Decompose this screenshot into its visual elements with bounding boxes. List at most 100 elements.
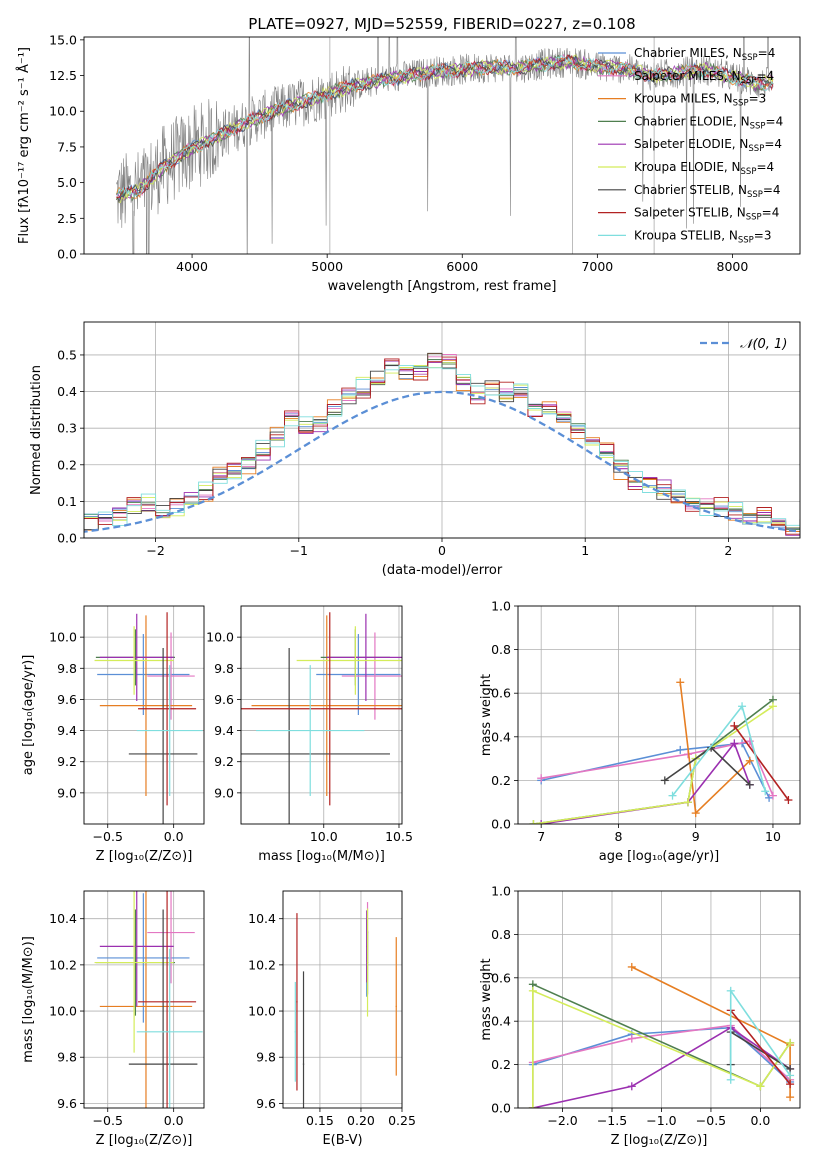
plot-area	[518, 605, 800, 825]
tick-label-x: 2	[724, 543, 732, 558]
residual-histogram	[84, 358, 800, 536]
tick-label-y: 9.4	[214, 723, 234, 738]
tick-label-x: −0.5	[696, 1113, 726, 1128]
weight-vs-age-panel: 7 8 9 10 0.0 0.2 0.4 0.6 0.8 1.0 age [log₁₀(age/yr…	[479, 599, 801, 864]
tick-label-y: 9.8	[57, 1050, 77, 1065]
axes-frame	[240, 605, 403, 825]
legend: Chabrier MILES, NSSP=4 Salpeter MILES, NS…	[598, 46, 783, 245]
tick-label-y: 0.0	[57, 531, 77, 546]
tick-label-y: 9.4	[57, 723, 77, 738]
axes-frame	[517, 890, 801, 1109]
tick-label-y: 9.0	[214, 785, 234, 800]
axes: 10.0 10.5 9.0 9.2 9.4 9.6 9.8 10.0 mass [log₁₀(M…	[206, 605, 413, 864]
tick-label-y: 0.0	[491, 1101, 511, 1116]
tick-label-x: −1.5	[597, 1113, 627, 1128]
tick-label-y: 10.0	[49, 104, 77, 119]
model-spectrum-line	[116, 55, 774, 198]
axes-frame	[83, 36, 801, 255]
tick-label-x: −0.5	[93, 1113, 123, 1128]
tick-label-x: 10	[765, 829, 781, 844]
axes: 0.15 0.20 0.25 9.6 9.8 10.0 10.2 10.4 E(B-V)	[248, 890, 416, 1148]
tick-label-x: 0.20	[347, 1113, 375, 1128]
legend-entry: Chabrier STELIB, NSSP=4	[634, 183, 781, 200]
residual-histogram-panel: −2 −1 0 1 2 0.0 0.1 0.2 0.3 0.4 0.5 (data-model)/er…	[29, 321, 801, 578]
tick-label-x: 8	[614, 829, 622, 844]
grid	[518, 605, 800, 825]
tick-label-y: 9.2	[57, 754, 77, 769]
model-spectrum-line	[116, 54, 774, 199]
tick-label-x: 8000	[717, 259, 749, 274]
tick-label-y: 0.4	[491, 1014, 511, 1029]
tick-label-x: −0.5	[93, 829, 123, 844]
tick-label-y: 0.4	[491, 729, 511, 744]
tick-label-x: 0.25	[388, 1113, 416, 1128]
spectrum-panel: 4000 5000 6000 7000 8000 0.0 2.5 5.0 7.5 10.0 12.5…	[16, 15, 801, 294]
x-axis-label: mass [log₁₀(M/M⊙)]	[258, 849, 385, 864]
legend-entry: Salpeter STELIB, NSSP=4	[634, 206, 779, 223]
x-axis-label: E(B-V)	[322, 1133, 362, 1148]
axes: −2.0 −1.5 −1.0 −0.5 0.0 0.0 0.2 0.4 0.6 0.8 1.0 Z […	[479, 884, 801, 1148]
tick-label-y: 0.4	[57, 384, 77, 399]
plot-area	[84, 322, 800, 539]
data-layer	[115, 37, 774, 254]
tick-label-y: 9.6	[57, 692, 77, 707]
legend-entry: Salpeter ELODIE, NSSP=4	[634, 137, 782, 154]
plot-area	[115, 37, 774, 254]
y-axis-label: mass weight	[479, 674, 494, 756]
tick-label-y: 10.4	[49, 911, 77, 926]
tick-label-y: 0.8	[491, 642, 511, 657]
tick-label-y: 12.5	[49, 68, 77, 83]
ssp-weight-line	[671, 704, 766, 797]
ssp-weight-line	[532, 1026, 791, 1083]
tick-label-y: 9.6	[57, 1096, 77, 1111]
residual-histogram	[84, 353, 800, 532]
y-axis-label: Normed distribution	[29, 365, 44, 495]
tick-label-y: 7.5	[57, 139, 77, 154]
tick-label-x: 0.0	[164, 1113, 184, 1128]
tick-label-x: −1.0	[646, 1113, 676, 1128]
x-axis-label: Z [log₁₀(Z/Z⊙)]	[611, 1133, 708, 1148]
legend-entry: Kroupa STELIB, NSSP=3	[634, 228, 772, 245]
tick-label-y: 9.8	[256, 1050, 276, 1065]
tick-label-y: 1.0	[491, 884, 511, 899]
tick-label-y: 0.2	[57, 457, 77, 472]
tick-label-y: 15.0	[49, 32, 77, 47]
tick-label-y: 0.3	[57, 421, 77, 436]
mass-vs-metallicity-panel: −0.5 0.0 9.6 9.8 10.0 10.2 10.4 Z [log₁₀(Z/Z⊙)]…	[21, 890, 205, 1148]
grid	[241, 606, 402, 824]
age-vs-metallicity-panel: −0.5 0.0 9.0 9.2 9.4 9.6 9.8 10.0 Z [log₁₀(Z/Z⊙)…	[21, 605, 205, 864]
tick-label-y: 10.2	[49, 957, 77, 972]
mass-vs-ebv-panel: 0.15 0.20 0.25 9.6 9.8 10.0 10.2 10.4 E(B-V)	[248, 890, 416, 1148]
grid	[84, 606, 204, 824]
tick-label-y: 2.5	[57, 211, 77, 226]
axes-frame	[83, 890, 205, 1109]
axes: −0.5 0.0 9.6 9.8 10.0 10.2 10.4 Z [log₁₀(Z/Z⊙)]…	[21, 890, 205, 1148]
ssp-weight-line	[533, 705, 774, 824]
y-axis-label: mass weight	[479, 958, 494, 1040]
age-vs-mass-panel: 10.0 10.5 9.0 9.2 9.4 9.6 9.8 10.0 mass [log₁₀(M…	[206, 605, 413, 864]
tick-label-x: 10.5	[385, 829, 413, 844]
tick-label-y: 9.0	[57, 785, 77, 800]
tick-label-x: 1	[581, 543, 589, 558]
tick-label-y: 0.5	[57, 347, 77, 362]
tick-label-y: 10.0	[248, 1004, 276, 1019]
axes-frame	[517, 605, 801, 825]
plot-area	[518, 890, 800, 1109]
plot-area	[84, 891, 204, 1108]
tick-label-y: 9.2	[214, 754, 234, 769]
plot-area	[241, 606, 402, 824]
residual-histogram	[84, 356, 800, 535]
legend-entry: 𝒩(0, 1)	[740, 337, 787, 352]
tick-label-y: 10.2	[248, 957, 276, 972]
data-layer	[241, 612, 402, 824]
tick-label-y: 10.0	[49, 630, 77, 645]
x-axis-label: age [log₁₀(age/yr)]	[599, 849, 720, 864]
tick-label-x: 0	[438, 543, 446, 558]
legend: 𝒩(0, 1)	[700, 337, 787, 352]
tick-label-y: 0.2	[491, 1057, 511, 1072]
tick-label-x: 0.0	[750, 1113, 770, 1128]
data-layer	[528, 962, 795, 1108]
tick-label-x: −2.0	[547, 1113, 577, 1128]
tick-label-x: 9	[692, 829, 700, 844]
legend-entry: Chabrier ELODIE, NSSP=4	[634, 114, 783, 131]
